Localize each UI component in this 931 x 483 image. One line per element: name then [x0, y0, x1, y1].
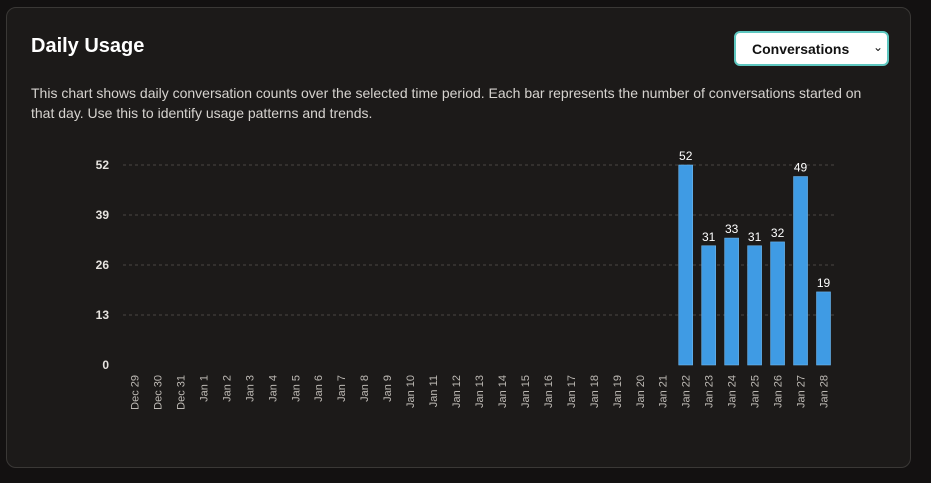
x-tick-label: Jan 11	[428, 375, 440, 407]
x-tick-label: Jan 20	[635, 375, 647, 408]
card-title: Daily Usage	[31, 35, 145, 57]
bar-value-label: 19	[817, 276, 831, 290]
x-tick-label: Jan 22	[681, 375, 693, 408]
bar[interactable]	[724, 237, 739, 366]
bar-value-label: 52	[679, 149, 693, 163]
y-axis: 0 13 26 39 52	[96, 158, 110, 372]
x-tick-label: Dec 29	[129, 375, 141, 410]
x-tick-label: Jan 16	[543, 375, 555, 408]
bar[interactable]	[793, 176, 808, 366]
x-tick-label: Jan 24	[727, 375, 739, 408]
x-tick-label: Jan 8	[359, 375, 371, 402]
bar-value-label: 32	[771, 226, 785, 240]
x-tick-label: Jan 25	[750, 375, 762, 408]
metric-select[interactable]: Conversations	[734, 31, 889, 66]
x-tick-label: Jan 15	[520, 375, 532, 408]
y-tick-label: 39	[96, 208, 110, 222]
bar[interactable]	[816, 291, 831, 366]
x-tick-label: Jan 28	[819, 375, 831, 408]
x-tick-label: Jan 4	[267, 375, 279, 402]
x-tick-label: Jan 17	[566, 375, 578, 408]
x-tick-label: Jan 9	[382, 375, 394, 402]
x-axis: Dec 29 Dec 30 Dec 31 Jan 1 Jan 2 Jan 3 Jan 4 Ja…	[129, 375, 830, 410]
x-tick-label: Jan 18	[589, 375, 601, 408]
x-tick-label: Jan 6	[313, 375, 325, 402]
y-tick-label: 52	[96, 158, 110, 172]
y-tick-label: 13	[96, 308, 110, 322]
x-tick-label: Jan 10	[405, 375, 417, 408]
x-tick-label: Jan 26	[773, 375, 785, 408]
x-tick-label: Jan 21	[658, 375, 670, 408]
x-tick-label: Jan 27	[796, 375, 808, 408]
daily-usage-card: Daily Usage Conversations ⌄ This chart s…	[6, 7, 911, 468]
x-tick-label: Jan 1	[198, 375, 210, 402]
x-tick-label: Jan 5	[290, 375, 302, 402]
chart-description: This chart shows daily conversation coun…	[31, 85, 862, 121]
grid-lines	[123, 164, 835, 316]
bar[interactable]	[747, 245, 762, 366]
x-tick-label: Jan 13	[474, 375, 486, 408]
x-tick-label: Jan 7	[336, 375, 348, 402]
x-tick-label: Dec 30	[152, 375, 164, 410]
bar[interactable]	[678, 164, 694, 366]
x-tick-label: Jan 19	[612, 375, 624, 408]
bar[interactable]	[701, 245, 716, 366]
bar-value-label: 31	[748, 230, 762, 244]
data-labels: 52 31 33 31 32 49 19	[679, 149, 830, 290]
bars	[678, 164, 831, 366]
x-tick-label: Jan 2	[221, 375, 233, 402]
x-tick-label: Dec 31	[175, 375, 187, 410]
x-tick-label: Jan 3	[244, 375, 256, 402]
x-tick-label: Jan 23	[704, 375, 716, 408]
bar-value-label: 49	[794, 161, 808, 175]
x-tick-label: Jan 12	[451, 375, 463, 408]
bar-value-label: 33	[725, 222, 739, 236]
y-tick-label: 0	[102, 358, 109, 372]
x-tick-label: Jan 14	[497, 375, 509, 408]
bar[interactable]	[770, 241, 785, 366]
bar-value-label: 31	[702, 230, 716, 244]
y-tick-label: 26	[96, 258, 110, 272]
